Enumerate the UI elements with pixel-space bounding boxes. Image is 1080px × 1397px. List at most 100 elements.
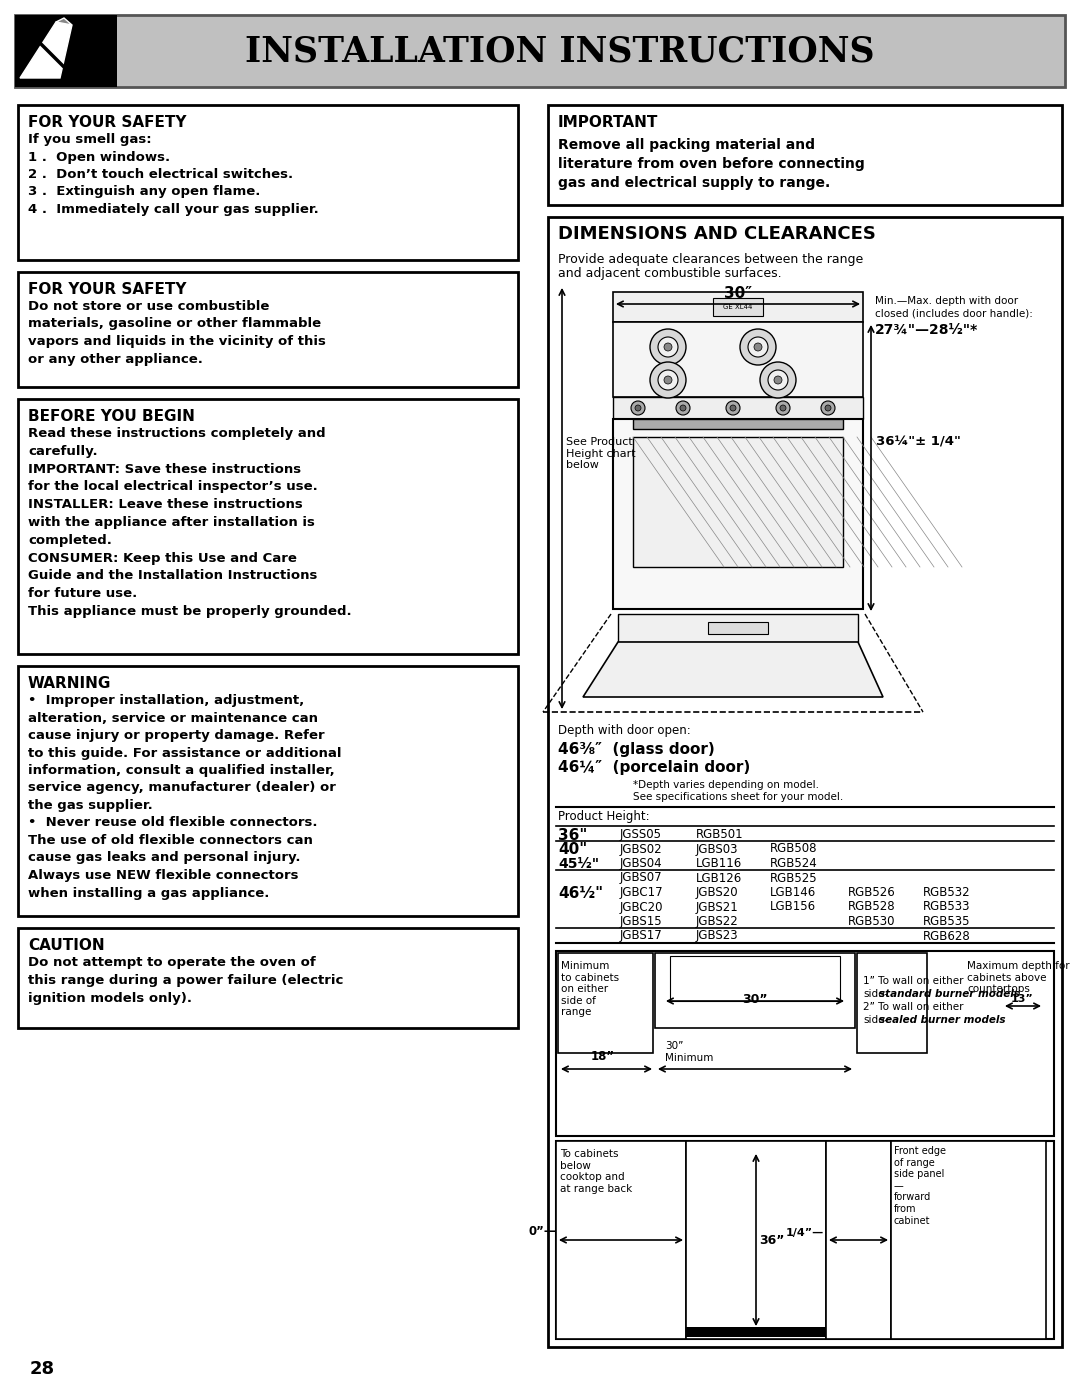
Text: GE XL44: GE XL44 bbox=[724, 305, 753, 310]
Bar bbox=[826, 1141, 891, 1338]
Text: and adjacent combustible surfaces.: and adjacent combustible surfaces. bbox=[558, 267, 782, 279]
Text: 18”: 18” bbox=[591, 1051, 616, 1063]
Bar bbox=[18, 105, 518, 260]
Text: 30″: 30″ bbox=[724, 286, 752, 300]
Text: Read these instructions completely and: Read these instructions completely and bbox=[28, 427, 326, 440]
Text: CAUTION: CAUTION bbox=[28, 937, 105, 953]
Text: See Product
Height chart
below: See Product Height chart below bbox=[566, 437, 636, 471]
Bar bbox=[613, 397, 863, 419]
Text: Guide and the Installation Instructions: Guide and the Installation Instructions bbox=[28, 570, 318, 583]
Circle shape bbox=[780, 405, 786, 411]
Bar bbox=[18, 928, 518, 1028]
Text: WARNING: WARNING bbox=[28, 676, 111, 692]
Text: RGB533: RGB533 bbox=[923, 901, 971, 914]
Text: RGB524: RGB524 bbox=[770, 856, 818, 870]
Text: RGB525: RGB525 bbox=[770, 872, 818, 884]
Text: for future use.: for future use. bbox=[28, 587, 137, 601]
Bar bbox=[558, 953, 653, 1053]
Text: 40": 40" bbox=[558, 842, 588, 858]
Text: RGB532: RGB532 bbox=[923, 886, 971, 900]
Text: 30”
Minimum: 30” Minimum bbox=[665, 1041, 714, 1063]
Bar bbox=[670, 956, 840, 1002]
Circle shape bbox=[748, 337, 768, 358]
Text: 3 .  Extinguish any open flame.: 3 . Extinguish any open flame. bbox=[28, 186, 260, 198]
Text: JGBS17: JGBS17 bbox=[620, 929, 663, 943]
Text: Product Height:: Product Height: bbox=[558, 810, 650, 823]
Text: 36": 36" bbox=[558, 828, 588, 842]
Text: JGBS15: JGBS15 bbox=[620, 915, 663, 928]
Circle shape bbox=[740, 330, 777, 365]
Text: INSTALLATION INSTRUCTIONS: INSTALLATION INSTRUCTIONS bbox=[245, 35, 875, 68]
Text: 46⅜″  (glass door): 46⅜″ (glass door) bbox=[558, 742, 715, 757]
Circle shape bbox=[650, 362, 686, 398]
Bar bbox=[686, 1141, 826, 1338]
Bar bbox=[633, 437, 843, 567]
Text: •  Never reuse old flexible connectors.: • Never reuse old flexible connectors. bbox=[28, 816, 318, 830]
Text: RGB501: RGB501 bbox=[696, 828, 744, 841]
Text: literature from oven before connecting: literature from oven before connecting bbox=[558, 156, 865, 170]
Circle shape bbox=[760, 362, 796, 398]
Text: 36”: 36” bbox=[759, 1234, 784, 1246]
Circle shape bbox=[777, 401, 789, 415]
Bar bbox=[708, 622, 768, 634]
Bar bbox=[18, 666, 518, 916]
Text: 46½": 46½" bbox=[558, 886, 603, 901]
Text: 30”: 30” bbox=[742, 993, 768, 1006]
Text: JGBC17: JGBC17 bbox=[620, 886, 663, 900]
Bar bbox=[548, 105, 1062, 205]
Circle shape bbox=[774, 376, 782, 384]
Bar bbox=[891, 1141, 1047, 1338]
Circle shape bbox=[754, 344, 762, 351]
Text: for the local electrical inspector’s use.: for the local electrical inspector’s use… bbox=[28, 481, 318, 493]
Text: materials, gasoline or other flammable: materials, gasoline or other flammable bbox=[28, 317, 321, 331]
Text: DIMENSIONS AND CLEARANCES: DIMENSIONS AND CLEARANCES bbox=[558, 225, 876, 243]
Text: Provide adequate clearances between the range: Provide adequate clearances between the … bbox=[558, 253, 863, 265]
Text: FOR YOUR SAFETY: FOR YOUR SAFETY bbox=[28, 115, 187, 130]
Text: when installing a gas appliance.: when installing a gas appliance. bbox=[28, 887, 269, 900]
Bar bbox=[613, 292, 863, 321]
Text: side-: side- bbox=[863, 989, 888, 999]
Text: LGB116: LGB116 bbox=[696, 856, 742, 870]
Text: 1/4”—: 1/4”— bbox=[786, 1228, 824, 1238]
Text: Min.—Max. depth with door: Min.—Max. depth with door bbox=[875, 296, 1018, 306]
Circle shape bbox=[730, 405, 735, 411]
Bar bbox=[633, 419, 843, 429]
Text: closed (includes door handle):: closed (includes door handle): bbox=[875, 309, 1032, 319]
Text: BEFORE YOU BEGIN: BEFORE YOU BEGIN bbox=[28, 409, 194, 425]
Text: vapors and liquids in the vicinity of this: vapors and liquids in the vicinity of th… bbox=[28, 335, 326, 348]
Bar bbox=[613, 419, 863, 609]
Text: 2” To wall on either: 2” To wall on either bbox=[863, 1002, 963, 1011]
Bar bbox=[613, 321, 863, 397]
Text: See specifications sheet for your model.: See specifications sheet for your model. bbox=[633, 792, 843, 802]
Circle shape bbox=[726, 401, 740, 415]
Text: JGSS05: JGSS05 bbox=[620, 828, 662, 841]
Text: 13”: 13” bbox=[1011, 995, 1034, 1004]
Polygon shape bbox=[583, 643, 883, 697]
Circle shape bbox=[768, 370, 788, 390]
Text: alteration, service or maintenance can: alteration, service or maintenance can bbox=[28, 711, 318, 725]
Text: sealed burner models: sealed burner models bbox=[879, 1016, 1005, 1025]
Circle shape bbox=[650, 330, 686, 365]
Text: cause gas leaks and personal injury.: cause gas leaks and personal injury. bbox=[28, 852, 300, 865]
Text: 1 .  Open windows.: 1 . Open windows. bbox=[28, 151, 171, 163]
Text: 4 .  Immediately call your gas supplier.: 4 . Immediately call your gas supplier. bbox=[28, 203, 319, 217]
Text: The use of old flexible connectors can: The use of old flexible connectors can bbox=[28, 834, 313, 847]
Text: CONSUMER: Keep this Use and Care: CONSUMER: Keep this Use and Care bbox=[28, 552, 297, 564]
Text: Do not attempt to operate the oven of: Do not attempt to operate the oven of bbox=[28, 956, 315, 970]
Text: side-: side- bbox=[863, 1016, 888, 1025]
Text: RGB528: RGB528 bbox=[848, 901, 895, 914]
Circle shape bbox=[821, 401, 835, 415]
Polygon shape bbox=[21, 22, 72, 78]
Text: JGBS20: JGBS20 bbox=[696, 886, 739, 900]
Text: completed.: completed. bbox=[28, 534, 112, 546]
Text: JGBS04: JGBS04 bbox=[620, 856, 663, 870]
Bar bbox=[15, 15, 117, 87]
Text: RGB535: RGB535 bbox=[923, 915, 971, 928]
Text: JGBS03: JGBS03 bbox=[696, 842, 739, 855]
Text: *Depth varies depending on model.: *Depth varies depending on model. bbox=[633, 780, 819, 789]
Circle shape bbox=[664, 376, 672, 384]
Text: information, consult a qualified installer,: information, consult a qualified install… bbox=[28, 764, 335, 777]
Text: INSTALLER: Leave these instructions: INSTALLER: Leave these instructions bbox=[28, 499, 302, 511]
Text: with the appliance after installation is: with the appliance after installation is bbox=[28, 515, 315, 529]
Text: 28: 28 bbox=[30, 1361, 55, 1377]
